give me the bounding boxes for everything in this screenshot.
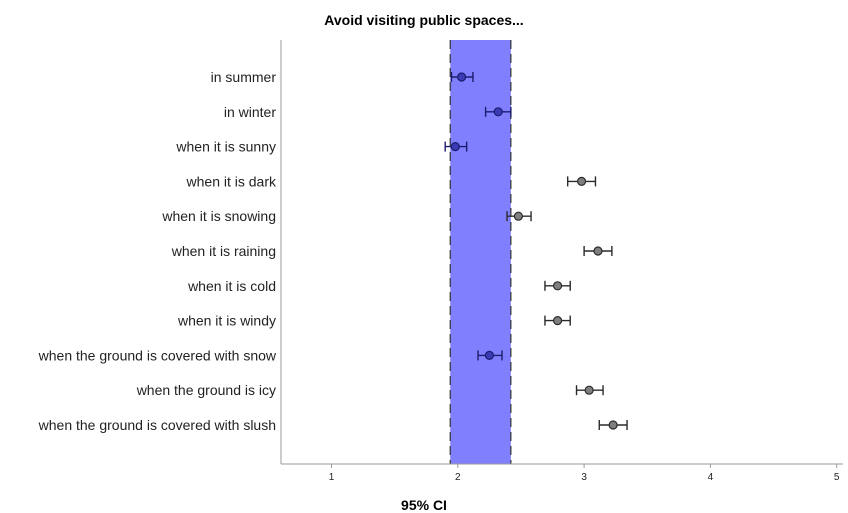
category-label: when it is raining [171, 243, 276, 259]
mean-point [593, 246, 603, 256]
mean-point [493, 107, 503, 117]
category-label: in summer [211, 69, 277, 85]
category-label: when it is sunny [175, 139, 276, 155]
data-point-group [598, 420, 628, 430]
x-tick-label-3: 3 [581, 472, 587, 483]
category-label: when the ground is icy [136, 382, 276, 398]
data-point-group [444, 141, 468, 152]
mean-point [513, 211, 524, 221]
data-point-group [477, 350, 503, 361]
data-point-group [566, 176, 597, 187]
data-point-group [544, 315, 571, 326]
x-tick-label-5: 5 [834, 472, 840, 483]
data-point-group [544, 280, 571, 291]
mean-point [608, 420, 618, 430]
x-tick-label-1: 1 [329, 472, 335, 483]
mean-point [456, 72, 467, 82]
data-point-group [484, 106, 512, 117]
x-tick-label-2: 2 [455, 472, 461, 483]
reference-band [450, 40, 511, 464]
x-tick-label-4: 4 [708, 472, 714, 483]
category-label: when it is windy [177, 313, 276, 329]
category-label: in winter [224, 104, 276, 120]
mean-point [576, 176, 587, 186]
mean-point [584, 385, 594, 395]
category-label: when it is snowing [161, 208, 276, 224]
mean-point [552, 316, 563, 326]
data-point-group [575, 385, 604, 396]
chart-title: Avoid visiting public spaces... [324, 12, 524, 28]
category-label: when it is cold [187, 278, 276, 294]
data-point-group [450, 72, 474, 82]
category-label: when the ground is covered with slush [38, 417, 276, 433]
data-point-group [583, 246, 613, 256]
mean-point [484, 350, 494, 360]
x-axis-label: 95% CI [401, 497, 447, 513]
data-point-group [506, 211, 532, 222]
category-label: when it is dark [186, 173, 277, 189]
category-label: when the ground is covered with snow [38, 347, 277, 363]
mean-point [450, 142, 460, 152]
mean-point [552, 281, 563, 291]
